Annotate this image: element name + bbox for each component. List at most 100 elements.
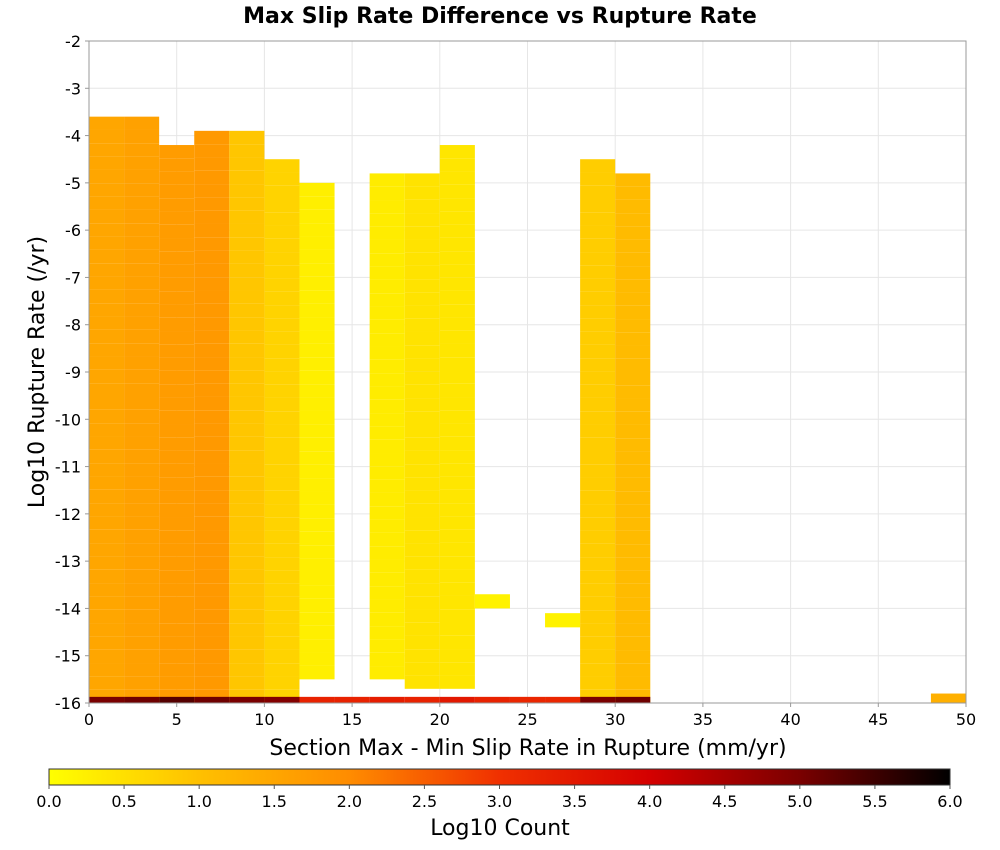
heatmap-cell xyxy=(580,610,616,624)
heatmap-cell xyxy=(229,317,265,331)
heatmap-cell xyxy=(404,609,440,623)
heatmap-cell xyxy=(124,356,160,370)
heatmap-cell xyxy=(299,504,335,519)
heatmap-cell xyxy=(369,519,405,533)
colorbar-tick-label: 3.5 xyxy=(562,792,587,811)
heatmap-cell xyxy=(264,649,300,664)
heatmap-cell xyxy=(580,291,616,306)
heatmap-cell xyxy=(615,292,651,306)
y-tick-label: -14 xyxy=(55,599,81,618)
colorbar-tick-label: 6.0 xyxy=(937,792,962,811)
heatmap-cell xyxy=(439,582,475,596)
heatmap-cell xyxy=(159,530,195,544)
heatmap-cell xyxy=(264,676,300,690)
heatmap-cell xyxy=(404,292,440,306)
heatmap-cell xyxy=(299,531,335,546)
heatmap-cell xyxy=(615,544,651,558)
heatmap-cell xyxy=(89,649,125,664)
heatmap-cell xyxy=(159,610,195,624)
heatmap-cell xyxy=(369,492,405,507)
x-tick-label: 40 xyxy=(780,710,800,729)
heatmap-cell xyxy=(194,184,230,198)
heatmap-cell xyxy=(159,490,195,504)
heatmap-cell xyxy=(404,384,440,399)
heatmap-cell xyxy=(299,639,335,653)
colorbar-tick-label: 5.0 xyxy=(787,792,812,811)
heatmap-cell xyxy=(124,383,160,397)
heatmap-cell xyxy=(580,583,616,597)
heatmap-cell xyxy=(194,530,230,544)
heatmap-cell xyxy=(580,464,616,478)
heatmap-cell xyxy=(194,144,230,158)
heatmap-cell xyxy=(124,649,160,664)
heatmap-cell xyxy=(159,596,195,611)
heatmap-cell xyxy=(580,477,616,491)
y-axis-ticks: -2 -3 -4 -5 -6 -7 -8 -9 -10 -11 -12 -13 -14 -15 -16 xyxy=(55,32,89,713)
heatmap-cell xyxy=(615,557,651,571)
heatmap-cell xyxy=(194,556,230,570)
heatmap-cell xyxy=(264,504,300,518)
heatmap-cell xyxy=(159,649,195,664)
heatmap-cell xyxy=(229,596,265,610)
heatmap-cell xyxy=(439,675,475,689)
heatmap-cell xyxy=(194,277,230,291)
y-tick-label: -15 xyxy=(55,647,81,666)
heatmap-cell xyxy=(229,157,265,171)
heatmap-cell xyxy=(299,182,335,197)
heatmap-cell xyxy=(264,225,300,239)
heatmap-cell xyxy=(194,263,230,278)
colorbar-ticks: 0.0 0.5 1.0 1.5 2.0 2.5 3.0 3.5 4.0 4.5 5.0 5.5 6.0 xyxy=(36,785,963,811)
heatmap-cell xyxy=(580,252,616,266)
heatmap-cell xyxy=(159,570,195,584)
heatmap-cell xyxy=(615,438,651,452)
heatmap-cell xyxy=(299,209,335,224)
colorbar-tick-label: 3.0 xyxy=(487,792,512,811)
heatmap-cell xyxy=(615,199,651,214)
heatmap-cell xyxy=(580,530,616,544)
heatmap-cell xyxy=(264,424,300,438)
heatmap-cell xyxy=(580,371,616,385)
heatmap-cell xyxy=(580,676,616,690)
heatmap-cell-bottom xyxy=(299,696,335,703)
heatmap-cell xyxy=(264,305,300,319)
heatmap-cell xyxy=(299,545,335,559)
heatmap-cell xyxy=(229,516,265,531)
heatmap-cell xyxy=(439,198,475,212)
heatmap-cell xyxy=(264,543,300,558)
heatmap-cell xyxy=(580,636,616,650)
heatmap-cell xyxy=(580,596,616,611)
heatmap-cell xyxy=(89,209,125,224)
heatmap-cell xyxy=(299,223,335,237)
heatmap-cell xyxy=(615,636,651,651)
heatmap-cell xyxy=(89,383,125,397)
heatmap-cell xyxy=(229,609,265,624)
heatmap-cell xyxy=(124,116,160,130)
heatmap-cell xyxy=(369,306,405,320)
heatmap-cell xyxy=(159,317,195,332)
heatmap-cell xyxy=(194,396,230,411)
heatmap-cell xyxy=(369,279,405,294)
heatmap-cell xyxy=(194,450,230,464)
heatmap-cell xyxy=(369,546,405,560)
x-tick-label: 0 xyxy=(84,710,94,729)
heatmap-cell xyxy=(264,252,300,266)
heatmap-cell xyxy=(89,343,125,357)
heatmap-cell xyxy=(369,213,405,227)
heatmap-cell xyxy=(124,556,160,570)
heatmap-cell xyxy=(89,543,125,557)
heatmap-cell xyxy=(89,409,125,424)
heatmap-cell xyxy=(369,586,405,600)
heatmap-cell xyxy=(159,304,195,318)
heatmap-cell xyxy=(159,198,195,212)
heatmap-cell xyxy=(159,676,195,690)
heatmap-cell xyxy=(369,239,405,254)
heatmap-cell xyxy=(580,318,616,332)
heatmap-cell xyxy=(615,517,651,531)
heatmap-cell xyxy=(194,130,230,145)
heatmap-cell xyxy=(89,369,125,384)
heatmap-cell xyxy=(439,410,475,424)
heatmap-cell xyxy=(404,649,440,663)
heatmap-cell xyxy=(369,466,405,480)
heatmap-cell xyxy=(580,331,616,345)
heatmap-cell xyxy=(369,652,405,667)
